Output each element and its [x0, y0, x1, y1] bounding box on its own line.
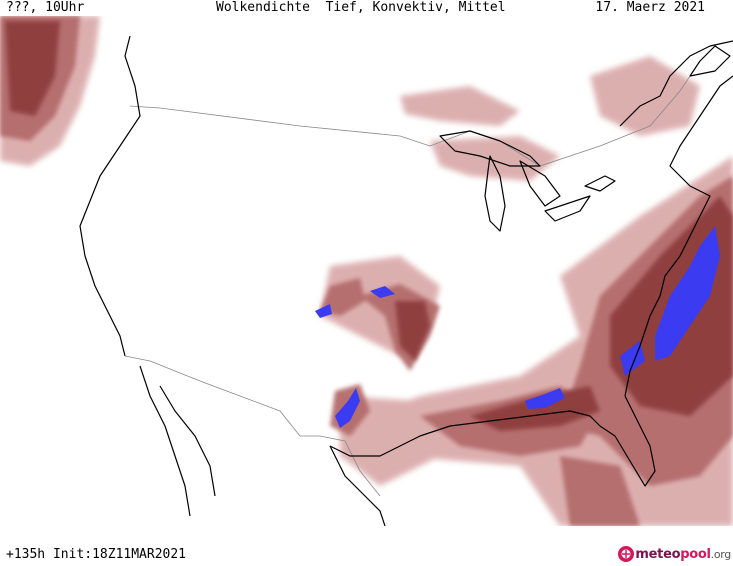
cloud-canada-plains [400, 86, 520, 126]
convective-gulf [525, 388, 565, 409]
meteopool-logo[interactable]: meteopool.org [617, 544, 731, 564]
model-run-info: +135h Init:18Z11MAR2021 [6, 547, 187, 562]
lake-ontario [584, 175, 616, 192]
hudson-area [619, 40, 733, 127]
lake-erie [544, 195, 591, 222]
gulf-coast [329, 410, 601, 457]
west-coast [79, 35, 141, 357]
forecast-date: 17. Maerz 2021 [595, 0, 705, 15]
lake-michigan [484, 155, 506, 232]
baja-coast [139, 365, 191, 517]
map-title: Wolkendichte Tief, Konvektiv, Mittel [216, 0, 506, 15]
cloud-oklahoma [320, 278, 365, 316]
convective-plains [370, 286, 395, 298]
convective-areas [315, 226, 720, 428]
meteopool-globe-icon [618, 546, 635, 562]
logo-part-3: .org [710, 547, 732, 561]
cloud-florida [560, 456, 640, 526]
cloud-east-canada [590, 56, 700, 136]
coastlines [79, 35, 733, 526]
mexico-gulf-coast [329, 445, 386, 526]
cloud-great-lakes [430, 136, 560, 181]
lake-huron [519, 160, 561, 207]
logo-part-2: pool [680, 546, 711, 562]
convective-oklahoma [315, 304, 332, 318]
logo-part-1: meteo [635, 546, 681, 562]
gulf-of-california [159, 385, 216, 497]
florida [599, 395, 656, 487]
lake-superior [439, 130, 541, 167]
convective-east [655, 226, 720, 361]
forecast-time-label: ???, 10Uhr [6, 0, 85, 15]
cloud-density-map [0, 16, 733, 526]
atlantic-coast [624, 75, 733, 397]
cloud-nw-dark [5, 21, 60, 116]
logo-wordmark: meteopool.org [635, 547, 731, 562]
nova-scotia [689, 45, 731, 77]
cloud-plains-dark [395, 301, 430, 361]
convective-texas [335, 388, 360, 428]
